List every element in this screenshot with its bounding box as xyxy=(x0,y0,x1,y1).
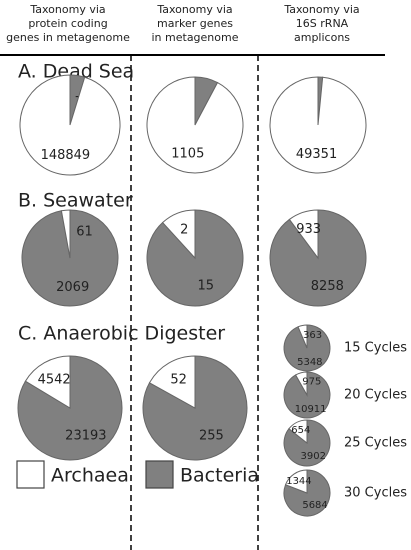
column-header: Taxonomy via xyxy=(29,3,105,16)
column-header: 16S rRNA xyxy=(296,17,349,30)
pie-value-label: 2069 xyxy=(56,280,89,295)
pie-value-label: 2 xyxy=(180,223,188,238)
pie-value-label: 8258 xyxy=(311,279,344,294)
pie-value-label: 363 xyxy=(303,330,322,341)
pie-value-label: 61 xyxy=(76,225,93,240)
pie-value-label: 933 xyxy=(296,222,321,237)
pie-slice xyxy=(19,74,121,176)
column-header: protein coding xyxy=(28,17,107,30)
pie-title: 30 Cycles xyxy=(344,486,407,501)
pie-title: 20 Cycles xyxy=(344,388,407,403)
column-header: Taxonomy via xyxy=(156,3,232,16)
pie-slice xyxy=(269,76,367,174)
pie-value-label: 49351 xyxy=(296,147,337,162)
pie-slice xyxy=(288,419,308,445)
legend-label: Archaea xyxy=(51,465,129,487)
column-header: in metagenome xyxy=(152,31,239,44)
pie-value-label: 148849 xyxy=(41,148,91,163)
pie-title: 15 Cycles xyxy=(344,341,407,356)
column-header: marker genes xyxy=(157,17,233,30)
pie-slice xyxy=(283,469,331,517)
legend-swatch xyxy=(145,460,174,489)
column-header: Taxonomy via xyxy=(283,3,359,16)
pie-value-label: 255 xyxy=(199,428,224,443)
pie-value-label: 15 xyxy=(197,278,214,293)
pie-value-label: 10911 xyxy=(295,404,327,415)
pie-slice xyxy=(146,76,244,174)
pie-slice xyxy=(60,209,71,259)
pie-slice xyxy=(288,209,319,260)
column-header: genes in metagenome xyxy=(6,31,130,44)
pie-value-label: 975 xyxy=(302,377,321,388)
pie-slice xyxy=(161,209,196,260)
pie-value-label: 5348 xyxy=(297,357,322,368)
pie-slice xyxy=(24,355,71,409)
legend-swatch xyxy=(16,460,45,489)
row-label: B. Seawater xyxy=(18,190,133,212)
pie-value-label: 1344 xyxy=(286,476,311,487)
row-label: C. Anaerobic Digester xyxy=(18,323,225,345)
column-header: amplicons xyxy=(294,31,350,44)
pie-slice xyxy=(297,324,308,349)
pie-title: 25 Cycles xyxy=(344,436,407,451)
pie-value-label: 3902 xyxy=(300,451,325,462)
pie-value-label: 4542 xyxy=(38,372,71,387)
pie-value-label: 654 xyxy=(291,425,310,436)
pie-slice xyxy=(284,469,308,494)
pie-value-label: 5684 xyxy=(302,500,327,511)
pie-value-label: 1105 xyxy=(171,146,204,161)
pie-slice xyxy=(148,355,196,409)
pie-value-label: 52 xyxy=(170,373,187,388)
pie-slice xyxy=(146,209,244,307)
legend-label: Bacteria xyxy=(180,465,259,487)
pie-value-label: 23193 xyxy=(65,429,106,444)
pie-slice xyxy=(283,371,331,419)
row-label: A. Dead Sea xyxy=(18,61,134,83)
pie-slice xyxy=(294,371,308,397)
